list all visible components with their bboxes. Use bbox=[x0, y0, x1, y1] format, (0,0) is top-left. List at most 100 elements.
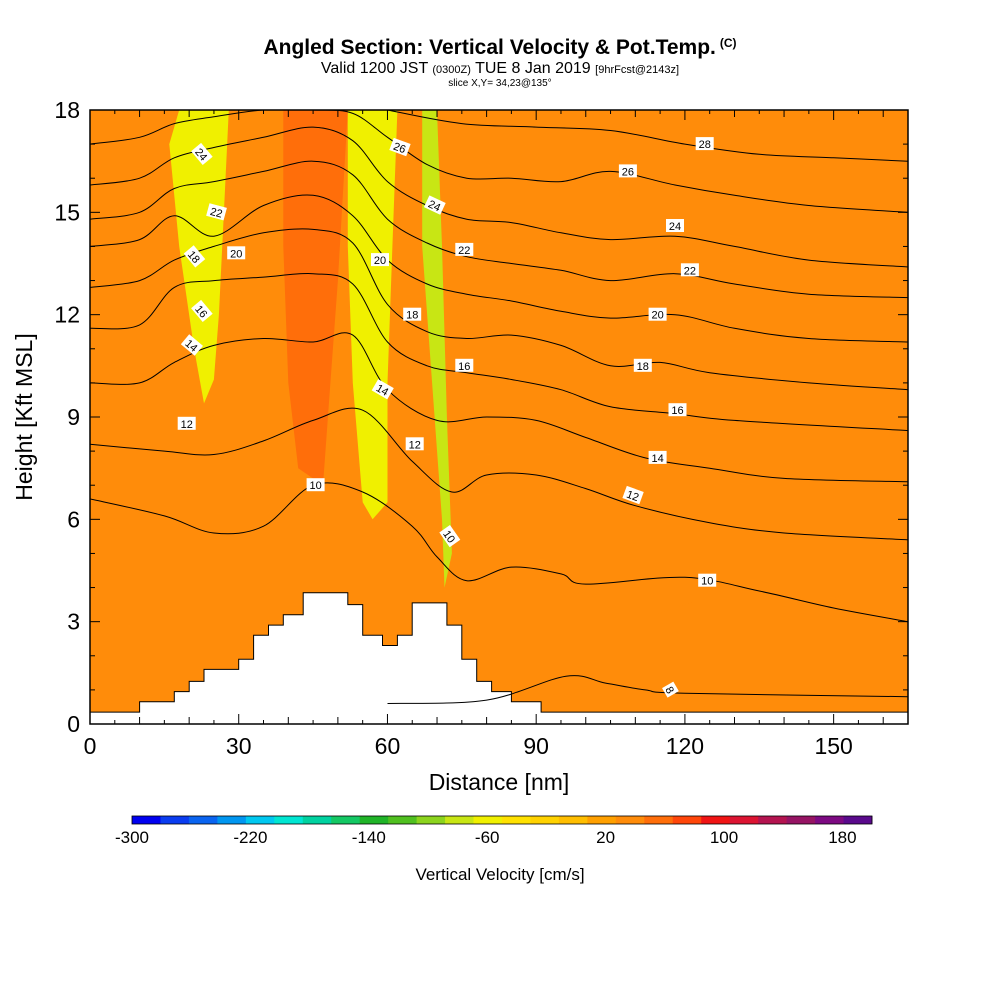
svg-text:8: 8 bbox=[662, 685, 675, 696]
contour-label: 10 bbox=[306, 478, 325, 492]
contour-label: 20 bbox=[227, 246, 246, 260]
svg-text:12: 12 bbox=[625, 489, 641, 504]
contour-label: 24 bbox=[423, 195, 446, 215]
svg-text:16: 16 bbox=[458, 361, 470, 373]
x-axis-label: Distance [nm] bbox=[429, 769, 570, 795]
contour-label: 20 bbox=[371, 253, 389, 267]
valid-utc: (0300Z) bbox=[432, 64, 471, 76]
contour-label: 12 bbox=[405, 437, 424, 451]
x-tick-label: 30 bbox=[226, 733, 252, 759]
svg-text:12: 12 bbox=[409, 439, 421, 451]
y-tick-label: 6 bbox=[67, 506, 80, 532]
svg-text:16: 16 bbox=[671, 405, 683, 417]
colorbar: -300 -220 -140 -60 20 100 180 bbox=[115, 815, 873, 847]
contour-label: 20 bbox=[648, 307, 667, 322]
contour-label: 10 bbox=[439, 525, 461, 548]
valid-prefix: Valid 1200 JST bbox=[320, 60, 428, 77]
velocity-region bbox=[645, 601, 715, 711]
colorbar-tick-label: -220 bbox=[233, 828, 267, 847]
svg-text:24: 24 bbox=[426, 198, 442, 214]
colorbar-tick-label: -140 bbox=[352, 828, 386, 847]
contour-label: 14 bbox=[648, 450, 667, 465]
contour-label: 10 bbox=[698, 573, 717, 588]
svg-text:26: 26 bbox=[392, 141, 408, 156]
contour-label: 28 bbox=[695, 137, 714, 151]
y-tick-label: 9 bbox=[67, 404, 80, 430]
colorbar-tick-label: 20 bbox=[596, 828, 615, 847]
y-axis-label: Height [Kft MSL] bbox=[11, 333, 37, 500]
slice-info: slice X,Y= 34,23@135° bbox=[448, 78, 552, 89]
velocity-region bbox=[422, 110, 452, 588]
colorbar-swatch bbox=[644, 816, 674, 824]
colorbar-swatch bbox=[473, 816, 503, 824]
velocity-region bbox=[347, 110, 398, 520]
contour-label: 8 bbox=[662, 681, 679, 698]
x-tick-label: 90 bbox=[523, 733, 549, 759]
colorbar-swatch bbox=[815, 816, 844, 824]
contour-label: 16 bbox=[668, 403, 687, 417]
colorbar-swatch bbox=[359, 816, 389, 824]
theta-contour bbox=[90, 160, 908, 299]
colorbar-swatch bbox=[160, 816, 190, 824]
svg-text:10: 10 bbox=[309, 480, 321, 492]
svg-text:26: 26 bbox=[622, 166, 634, 178]
svg-text:20: 20 bbox=[651, 310, 663, 322]
theta-contour bbox=[90, 194, 908, 343]
colorbar-label: Vertical Velocity [cm/s] bbox=[415, 865, 584, 884]
theta-contour bbox=[90, 407, 908, 541]
colorbar-swatch bbox=[302, 816, 332, 824]
contour-label: 26 bbox=[618, 164, 637, 178]
colorbar-swatch bbox=[388, 816, 418, 824]
colorbar-swatch bbox=[188, 816, 218, 824]
svg-text:24: 24 bbox=[669, 221, 681, 233]
colorbar-swatch bbox=[786, 816, 816, 824]
svg-text:22: 22 bbox=[458, 245, 470, 257]
colorbar-tick-label: -300 bbox=[115, 828, 149, 847]
y-tick-label: 18 bbox=[54, 97, 80, 123]
valid-date: TUE 8 Jan 2019 bbox=[475, 60, 591, 77]
colorbar-swatch bbox=[416, 816, 446, 824]
y-tick-label: 0 bbox=[67, 711, 80, 737]
svg-text:14: 14 bbox=[374, 382, 391, 399]
svg-text:18: 18 bbox=[406, 310, 418, 322]
x-tick-label: 120 bbox=[666, 733, 704, 759]
svg-text:10: 10 bbox=[440, 529, 457, 546]
colorbar-tick-label: 180 bbox=[828, 828, 856, 847]
y-tick-label: 15 bbox=[54, 199, 80, 225]
colorbar-swatch bbox=[217, 816, 247, 824]
terrain bbox=[90, 592, 908, 724]
title-mark: (C) bbox=[719, 36, 737, 50]
colorbar-swatch bbox=[701, 816, 731, 824]
colorbar-swatch bbox=[558, 816, 588, 824]
contour-label: 18 bbox=[403, 307, 422, 322]
contour-label: 12 bbox=[177, 416, 196, 431]
velocity-region bbox=[526, 553, 606, 711]
colorbar-tick-label: 100 bbox=[710, 828, 738, 847]
colorbar-swatch bbox=[331, 816, 361, 824]
contour-label: 22 bbox=[680, 263, 699, 277]
colorbar-swatch bbox=[445, 816, 474, 824]
svg-text:18: 18 bbox=[637, 361, 649, 373]
svg-text:22: 22 bbox=[684, 265, 696, 277]
colorbar-swatch bbox=[587, 816, 617, 824]
y-tick-label: 3 bbox=[67, 609, 80, 635]
svg-text:20: 20 bbox=[230, 248, 242, 260]
colorbar-swatch bbox=[530, 816, 560, 824]
colorbar-swatch bbox=[132, 816, 161, 824]
theta-contour bbox=[387, 675, 908, 704]
colorbar-swatch bbox=[672, 816, 702, 824]
contour-label: 22 bbox=[206, 203, 227, 221]
svg-text:12: 12 bbox=[181, 419, 193, 431]
theta-contour bbox=[90, 110, 908, 213]
velocity-region bbox=[283, 110, 348, 486]
contour-label: 24 bbox=[666, 219, 684, 233]
colorbar-swatch bbox=[502, 816, 531, 824]
svg-text:10: 10 bbox=[701, 576, 713, 588]
colorbar-swatch bbox=[274, 816, 304, 824]
contour-label: 18 bbox=[633, 358, 652, 373]
colorbar-swatch bbox=[758, 816, 788, 824]
svg-text:28: 28 bbox=[699, 139, 711, 151]
colorbar-swatch bbox=[245, 816, 275, 824]
chart-subtitle: Valid 1200 JST (0300Z) TUE 8 Jan 2019 [9… bbox=[0, 60, 1000, 78]
svg-text:14: 14 bbox=[651, 453, 663, 465]
